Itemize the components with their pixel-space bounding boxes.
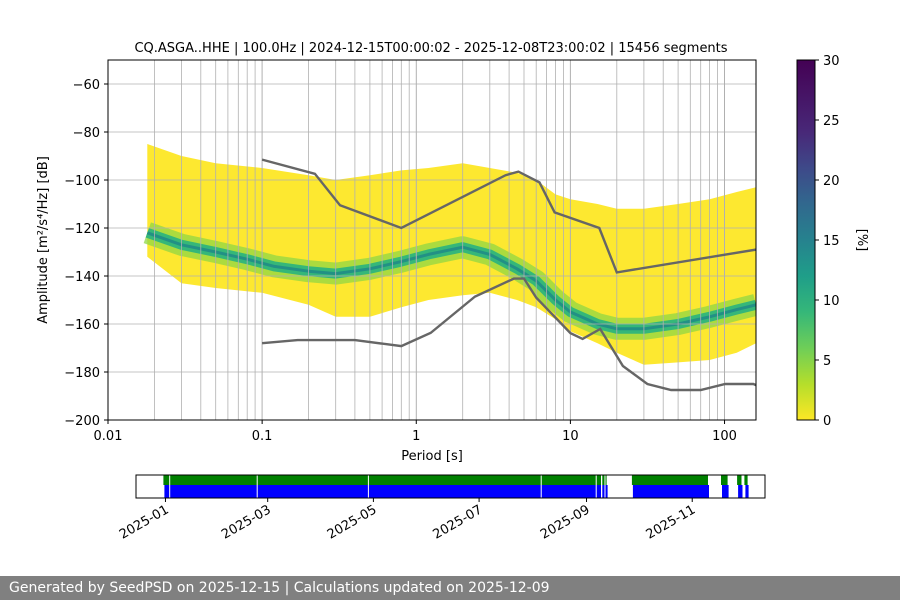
y-tick-label: −180	[64, 366, 100, 381]
colorbar: 0 5 10 15 20 25 30 [%]	[796, 54, 869, 429]
psd-figure: CQ.ASGA..HHE | 100.0Hz | 2024-12-15T00:0…	[36, 41, 869, 543]
processed-span	[163, 475, 607, 485]
data-span	[164, 485, 608, 498]
psd-plot-area: 0.01 0.1 1 10 100 −60 −80 −100 −120 −140 −160 −180…	[64, 59, 757, 444]
data-gap	[604, 475, 606, 498]
y-tick-label: −60	[73, 78, 100, 93]
timeline-tick-label: 2025-05	[325, 502, 380, 542]
colorbar-tick-label: 30	[823, 54, 840, 69]
y-tick-label: −100	[64, 174, 100, 189]
colorbar-tick-label: 5	[823, 354, 831, 369]
data-gap	[367, 475, 369, 498]
y-axis-label: Amplitude [m²/s⁴/Hz] [dB]	[36, 156, 51, 324]
data-span	[738, 485, 743, 498]
timeline-spans	[163, 475, 749, 498]
colorbar-tick-label: 15	[823, 234, 840, 249]
data-gap	[595, 475, 597, 498]
data-gap	[601, 475, 603, 498]
data-gap	[540, 475, 542, 498]
y-axis-ticks: −60 −80 −100 −120 −140 −160 −180 −200	[64, 78, 108, 429]
data-availability-timeline: 2025-01 2025-03 2025-05 2025-07 2025-09 2025-…	[117, 474, 766, 543]
processed-span	[737, 475, 742, 485]
colorbar-ticks: 0 5 10 15 20 25 30	[815, 54, 840, 429]
data-gap	[256, 475, 258, 498]
x-axis-ticks: 0.01 0.1 1 10 100	[94, 420, 737, 444]
timeline-tick-label: 2025-09	[538, 502, 593, 542]
data-span	[632, 485, 709, 498]
y-tick-label: −160	[64, 318, 100, 333]
timeline-tick-label: 2025-03	[219, 502, 274, 542]
data-gap	[169, 475, 171, 498]
colorbar-tick-label: 25	[823, 114, 840, 129]
x-tick-label: 0.01	[94, 429, 123, 444]
y-tick-label: −80	[73, 126, 100, 141]
timeline-tick-label: 2025-01	[117, 502, 172, 542]
timeline-tick-label: 2025-07	[431, 502, 486, 542]
x-axis-label: Period [s]	[401, 449, 463, 464]
colorbar-tick-label: 10	[823, 294, 840, 309]
processed-span	[631, 475, 708, 485]
plot-frame	[107, 59, 757, 421]
timeline-tick-label: 2025-11	[644, 502, 699, 542]
x-tick-label: 100	[712, 429, 737, 444]
data-span	[722, 485, 729, 498]
processed-span	[744, 475, 748, 485]
colorbar-tick-label: 0	[823, 414, 831, 429]
y-tick-label: −120	[64, 222, 100, 237]
chart-title: CQ.ASGA..HHE | 100.0Hz | 2024-12-15T00:0…	[134, 41, 727, 56]
y-tick-label: −200	[64, 414, 100, 429]
data-span	[745, 485, 749, 498]
x-tick-label: 0.1	[252, 429, 273, 444]
footer-bar: Generated by SeedPSD on 2025-12-15 | Cal…	[0, 576, 900, 600]
y-tick-label: −140	[64, 270, 100, 285]
nhnm-curve	[261, 158, 756, 274]
processed-span	[721, 475, 728, 485]
timeline-ticks: 2025-01 2025-03 2025-05 2025-07 2025-09 2025-…	[117, 498, 698, 543]
footer-text: Generated by SeedPSD on 2025-12-15 | Cal…	[9, 580, 550, 596]
grid-lines	[108, 60, 756, 420]
colorbar-label: [%]	[854, 229, 869, 252]
colorbar-gradient	[796, 59, 816, 421]
timeline-frame	[135, 474, 766, 499]
x-tick-label: 1	[412, 429, 420, 444]
x-tick-label: 10	[562, 429, 579, 444]
colorbar-tick-label: 20	[823, 174, 840, 189]
nlnm-curve	[261, 277, 756, 392]
